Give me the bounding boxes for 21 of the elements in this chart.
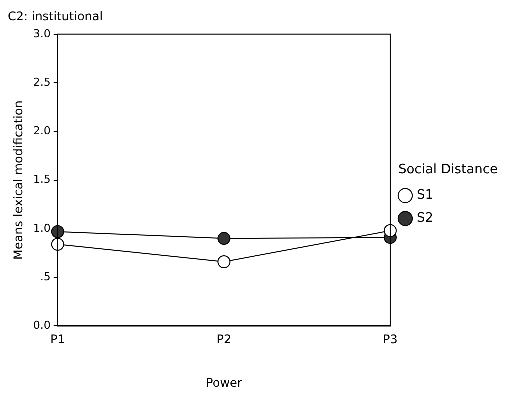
y-tick-label: 2.0 <box>33 124 51 138</box>
x-tick-label: P2 <box>216 332 232 347</box>
x-axis-title: Power <box>206 376 242 390</box>
x-tick-label: P1 <box>50 332 66 347</box>
point <box>384 224 397 238</box>
y-tick-label: 3.0 <box>33 27 51 40</box>
y-tick-label: .5 <box>40 270 51 284</box>
chart-title: C2: institutional <box>8 9 104 24</box>
y-tick-label: 1.0 <box>33 222 51 235</box>
x-tick-label: P3 <box>383 332 398 347</box>
y-tick-label: 1.5 <box>33 173 51 186</box>
point <box>218 256 231 269</box>
legend-label: S1 <box>416 188 434 204</box>
y-axis-title: Means lexical modification <box>11 100 26 260</box>
y-tick-label: 0.0 <box>33 319 51 332</box>
point <box>51 225 64 238</box>
legend-label: S2 <box>416 211 434 226</box>
legend-title: Social Distance <box>398 162 498 178</box>
point <box>51 238 64 251</box>
point <box>218 232 231 246</box>
y-tick-label: 2.5 <box>33 76 51 89</box>
